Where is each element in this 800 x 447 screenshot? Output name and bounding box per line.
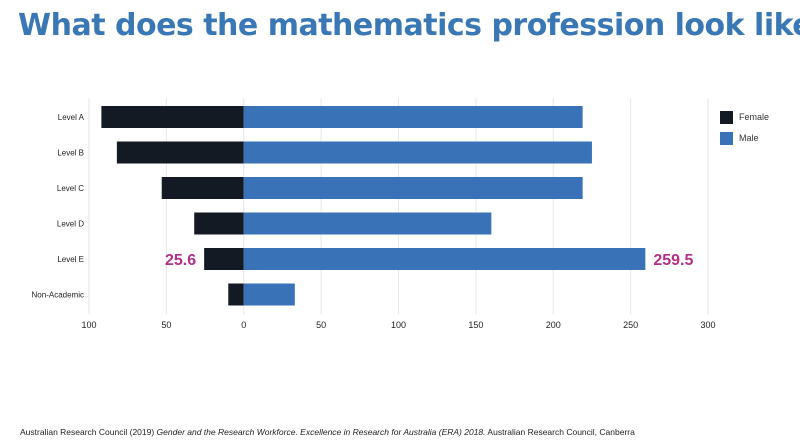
category-label: Level B xyxy=(57,149,84,158)
category-label: Level A xyxy=(58,113,85,122)
category-label: Level D xyxy=(57,220,84,229)
data-label-male-level-e: 259.5 xyxy=(653,252,693,269)
category-label: Non-Academic xyxy=(32,291,84,300)
x-tick-label: 200 xyxy=(546,320,561,330)
legend-swatch-male xyxy=(720,132,733,145)
x-tick-label: 50 xyxy=(161,320,171,330)
legend-swatch-female xyxy=(720,111,733,124)
citation-prefix: Australian Research Council (2019) xyxy=(20,427,157,437)
citation: Australian Research Council (2019) Gende… xyxy=(20,427,635,437)
bar-male-level-c xyxy=(243,177,583,199)
x-tick-label: 0 xyxy=(241,320,246,330)
bar-female-level-e xyxy=(204,248,244,270)
x-tick-label: 100 xyxy=(81,320,96,330)
bar-male-non-academic xyxy=(243,283,295,306)
bar-male-level-a xyxy=(243,106,583,128)
bar-male-level-b xyxy=(243,141,592,164)
category-label: Level C xyxy=(57,184,84,193)
citation-title: Gender and the Research Workforce. Excel… xyxy=(156,427,486,437)
bar-male-level-d xyxy=(243,212,492,235)
bar-male-level-e xyxy=(243,248,646,270)
bar-female-level-d xyxy=(194,212,244,235)
data-label-female-level-e: 25.6 xyxy=(165,252,196,269)
bar-female-level-b xyxy=(116,141,244,164)
x-tick-label: 100 xyxy=(391,320,406,330)
bar-female-level-c xyxy=(161,177,244,199)
x-tick-label: 250 xyxy=(623,320,638,330)
citation-suffix: Australian Research Council, Canberra xyxy=(485,427,635,437)
bar-female-level-a xyxy=(101,106,244,128)
bar-female-non-academic xyxy=(228,283,244,306)
slide-title: What does the mathematics profession loo… xyxy=(18,8,800,43)
legend-label-male: Male xyxy=(739,133,759,143)
x-tick-label: 150 xyxy=(468,320,483,330)
category-label: Level E xyxy=(57,255,84,264)
x-tick-label: 50 xyxy=(316,320,326,330)
legend-label-female: Female xyxy=(739,112,769,122)
x-tick-label: 300 xyxy=(700,320,715,330)
